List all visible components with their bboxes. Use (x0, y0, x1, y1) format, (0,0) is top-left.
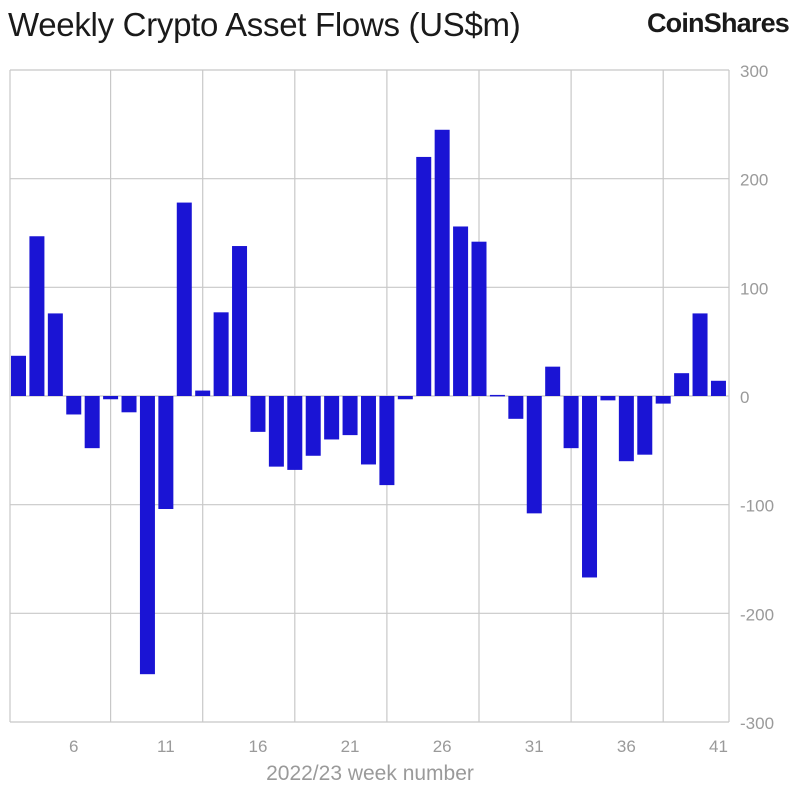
x-tick-label: 36 (617, 737, 636, 756)
bar (674, 373, 690, 396)
y-tick-label: 200 (740, 171, 768, 190)
x-axis-label: 2022/23 week number (266, 762, 474, 785)
bar (324, 396, 340, 440)
bar (710, 380, 726, 396)
bar (195, 390, 211, 396)
bar (342, 396, 358, 436)
y-tick-label: 100 (740, 279, 768, 298)
bar (66, 396, 82, 415)
bar (268, 396, 284, 467)
bar (692, 313, 708, 396)
bar (434, 129, 450, 396)
y-tick-label: 300 (740, 62, 768, 81)
bar (545, 366, 561, 396)
bar (158, 396, 174, 510)
bar (489, 394, 505, 397)
brand-logo: CoinShares (646, 8, 790, 38)
bar (84, 396, 100, 449)
y-tick-label: -200 (740, 605, 774, 624)
bar (655, 396, 671, 404)
bar (637, 396, 653, 455)
x-tick-label: 31 (525, 737, 544, 756)
bar (379, 396, 395, 486)
bar (582, 396, 598, 578)
bar (176, 202, 192, 396)
bar (360, 396, 376, 465)
bar (287, 396, 303, 470)
bar (121, 396, 137, 413)
bar (600, 396, 616, 401)
bar (213, 312, 229, 396)
x-tick-label: 21 (341, 737, 360, 756)
x-tick-label: 41 (709, 737, 728, 756)
bar (508, 396, 524, 419)
bar (526, 396, 542, 514)
bar (453, 226, 469, 396)
bar (563, 396, 579, 449)
bar (103, 396, 119, 400)
y-tick-label: -100 (740, 497, 774, 516)
x-tick-label: 16 (248, 737, 267, 756)
bar (29, 236, 45, 396)
y-tick-label: -300 (740, 714, 774, 733)
bar (139, 396, 155, 675)
bar (618, 396, 634, 462)
bar (471, 241, 487, 396)
bar (305, 396, 321, 456)
bar (47, 313, 63, 396)
chart-title: Weekly Crypto Asset Flows (US$m) (8, 6, 521, 43)
bar (416, 156, 432, 396)
bar (11, 355, 26, 396)
x-tick-label: 26 (433, 737, 452, 756)
bar (250, 396, 266, 432)
x-tick-label: 6 (69, 737, 78, 756)
y-tick-label: 0 (740, 388, 749, 407)
x-tick-label: 11 (157, 737, 175, 756)
bar (232, 246, 248, 396)
bar (397, 396, 413, 400)
